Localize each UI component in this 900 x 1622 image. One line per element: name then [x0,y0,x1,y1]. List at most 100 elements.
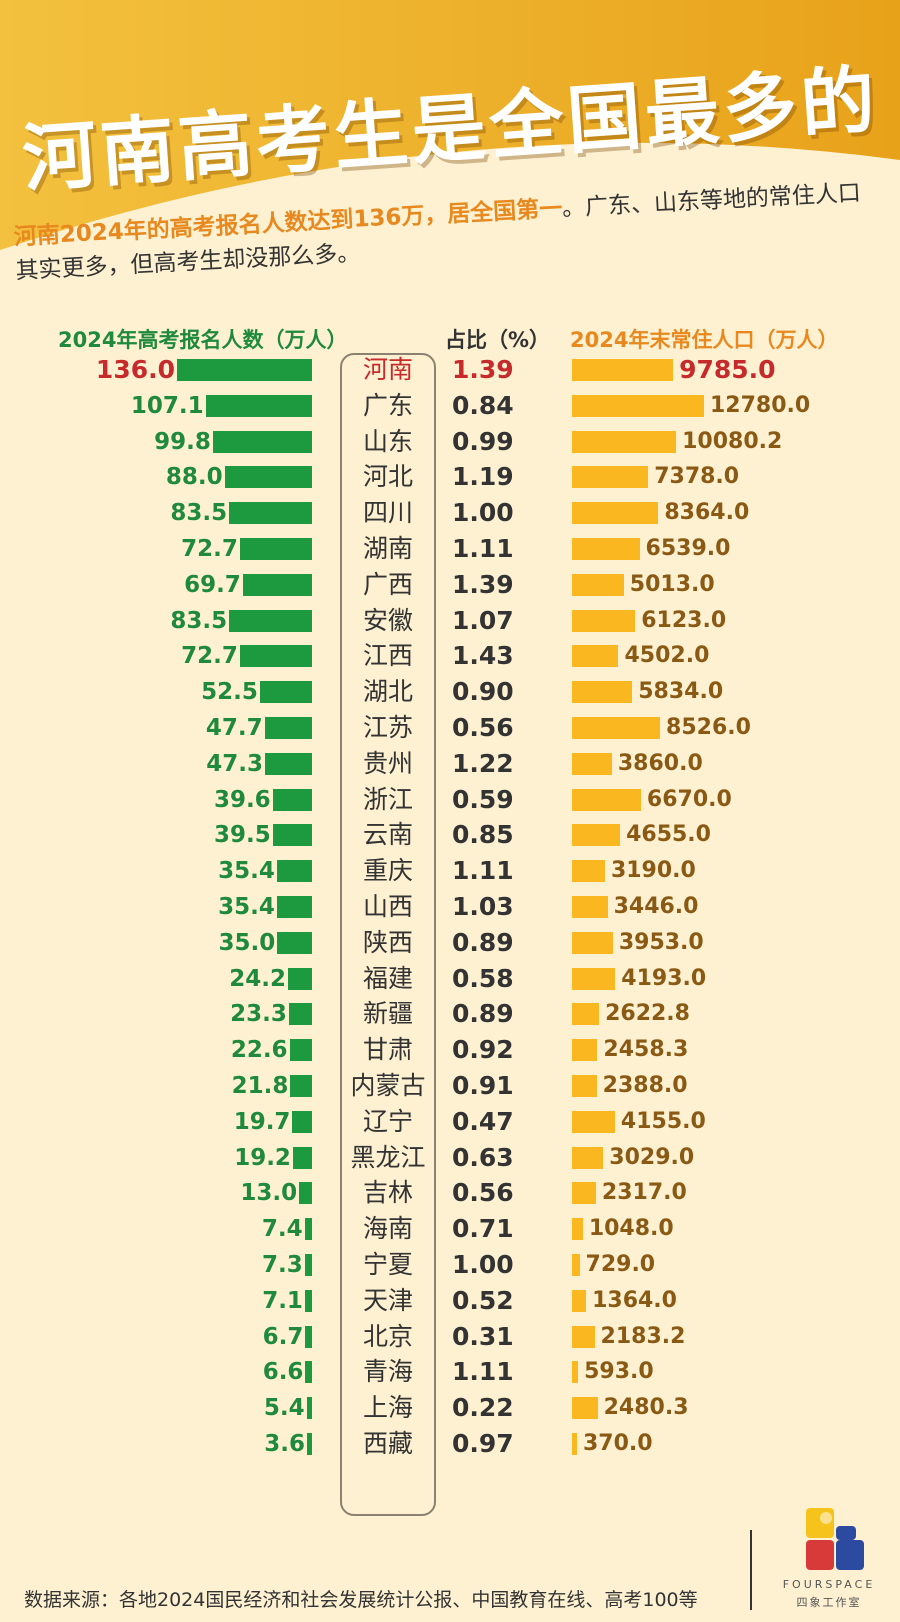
population-label: 3190.0 [610,858,696,884]
population-label: 5013.0 [629,571,715,597]
ratio-label: 0.59 [452,784,514,814]
table-row: 7.1 天津 0.52 1364.0 [0,1283,900,1319]
table-row: 47.7 江苏 0.56 8526.0 [0,710,900,746]
candidates-bar [292,1110,312,1133]
population-label: 6670.0 [646,786,732,812]
ratio-label: 1.11 [452,856,514,886]
table-row: 35.0 陕西 0.89 3953.0 [0,925,900,961]
table-row: 107.1 广东 0.84 12780.0 [0,388,900,424]
table-row: 19.2 黑龙江 0.63 3029.0 [0,1140,900,1176]
province-label: 贵州 [362,748,413,778]
population-label: 7378.0 [654,464,740,490]
ratio-label: 1.39 [452,569,514,599]
candidates-label: 88.0 [165,464,223,491]
province-label: 青海 [362,1357,413,1387]
province-label: 河南 [362,355,413,384]
population-label: 370.0 [583,1431,653,1456]
ratio-label: 0.84 [452,390,514,420]
table-row: 3.6 西藏 0.97 370.0 [0,1426,900,1462]
population-label: 6123.0 [641,607,727,633]
logo-name-en: FOURSPACE [782,1578,876,1591]
population-bar [572,788,641,811]
population-bar [572,681,633,704]
ratio-label: 0.52 [452,1285,514,1315]
population-label: 8526.0 [666,715,751,740]
ratio-label: 0.56 [452,713,514,742]
table-row: 6.7 北京 0.31 2183.2 [0,1319,900,1355]
candidates-label: 7.3 [262,1252,303,1278]
candidates-bar [224,466,312,489]
candidates-bar [177,359,312,381]
candidates-bar [277,931,312,954]
table-row: 136.0 河南 1.39 9785.0 [0,352,900,388]
candidates-label: 83.5 [170,500,228,527]
population-bar [572,1146,604,1169]
candidates-bar [265,752,312,775]
data-source: 数据来源：各地2024国民经济和社会发展统计公报、中国教育在线、高考100等 [24,1589,698,1611]
province-label: 山东 [362,426,413,456]
header-banner [0,0,900,300]
population-bar [572,466,649,489]
candidates-label: 39.5 [214,822,271,849]
population-bar [572,752,612,775]
province-label: 天津 [362,1285,413,1315]
population-bar [572,573,624,596]
table-row: 7.3 宁夏 1.00 729.0 [0,1247,900,1283]
population-bar [572,1325,595,1348]
ratio-label: 1.43 [452,641,514,671]
candidates-label: 47.3 [206,750,264,777]
population-label: 2183.2 [600,1323,686,1349]
population-label: 4155.0 [620,1108,706,1134]
candidates-label: 136.0 [95,355,175,384]
table-row: 99.8 山东 0.99 10080.2 [0,424,900,460]
ratio-label: 1.19 [452,462,514,492]
candidates-bar [272,824,312,847]
candidates-bar [290,1075,312,1097]
candidates-label: 52.5 [201,679,258,706]
ratio-label: 0.58 [452,963,514,993]
column-header-candidates: 2024年高考报名人数（万人） [58,328,348,352]
candidates-bar [304,1289,312,1312]
table-row: 35.4 重庆 1.11 3190.0 [0,853,900,889]
foursspace-logo-icon [776,1508,886,1618]
population-label: 729.0 [585,1252,656,1277]
population-bar [572,359,674,381]
population-bar [572,430,677,453]
province-label: 重庆 [362,856,413,886]
ratio-label: 0.91 [452,1071,514,1100]
province-label: 湖南 [362,534,413,563]
candidates-label: 19.2 [234,1144,291,1171]
candidates-bar [307,1433,312,1455]
ratio-label: 0.71 [452,1214,514,1244]
ratio-label: 1.22 [452,748,514,778]
population-bar [572,1003,600,1026]
candidates-bar [304,1254,312,1276]
ratio-label: 1.03 [452,892,514,921]
candidates-label: 99.8 [154,428,211,455]
population-label: 2622.8 [605,1001,690,1027]
candidates-label: 7.1 [262,1287,303,1314]
candidates-label: 69.7 [184,571,241,598]
population-bar [572,967,616,990]
candidates-label: 72.7 [181,536,238,562]
population-bar [572,1218,583,1241]
population-bar [572,1110,615,1133]
table-row: 5.4 上海 0.22 2480.3 [0,1390,900,1426]
population-bar [572,1361,579,1384]
candidates-bar [276,896,312,918]
table-row: 47.3 贵州 1.22 3860.0 [0,746,900,782]
province-label: 陕西 [362,927,413,957]
candidates-label: 83.5 [170,607,228,634]
population-bar [572,931,613,954]
population-label: 8364.0 [664,500,750,526]
candidates-bar [299,1182,312,1205]
province-label: 海南 [362,1214,413,1244]
population-label: 4655.0 [626,822,711,848]
table-row: 6.6 青海 1.11 593.0 [0,1354,900,1390]
table-row: 24.2 福建 0.58 4193.0 [0,961,900,997]
population-bar [572,1433,577,1455]
population-label: 4502.0 [624,643,710,669]
candidates-label: 7.4 [261,1216,303,1243]
province-label: 西藏 [362,1429,413,1458]
